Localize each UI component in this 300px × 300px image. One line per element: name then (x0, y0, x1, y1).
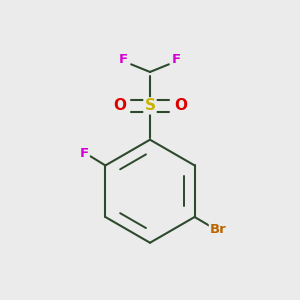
Text: O: O (113, 98, 126, 113)
Text: O: O (174, 98, 187, 113)
Text: F: F (80, 147, 88, 160)
Text: S: S (145, 98, 155, 113)
Text: Br: Br (210, 223, 226, 236)
Text: F: F (172, 52, 181, 65)
Text: F: F (119, 52, 128, 65)
